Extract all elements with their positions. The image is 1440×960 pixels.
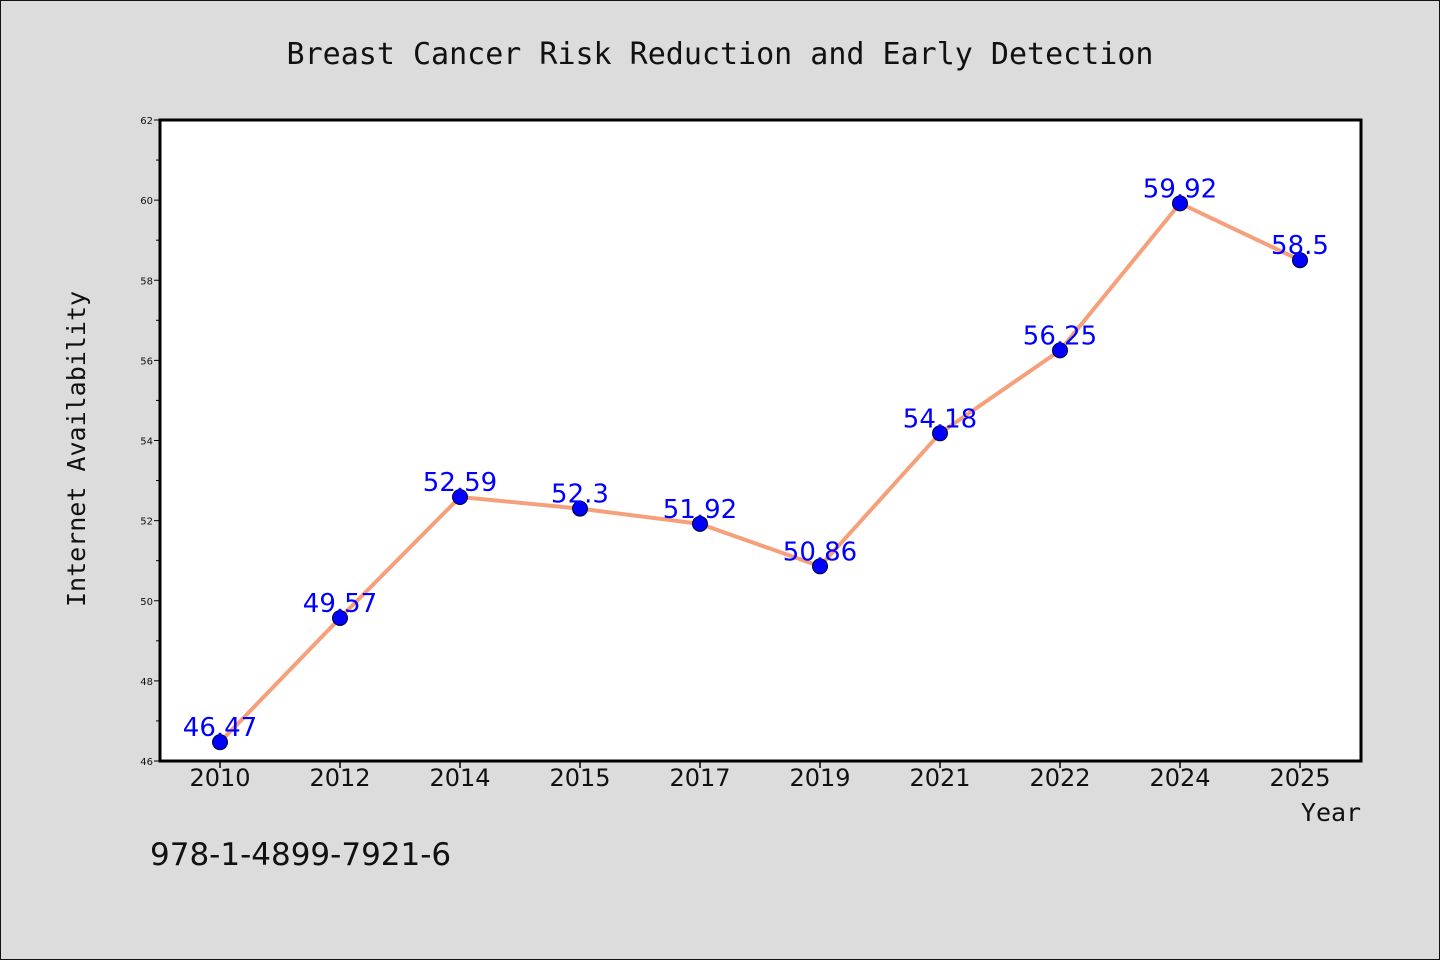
data-point [1052,342,1068,359]
data-label: 54.18 [903,404,977,434]
x-tick-label: 2021 [909,764,970,792]
data-label: 58.5 [1271,231,1329,261]
plot-area [158,118,1363,763]
data-label: 51.92 [663,495,737,525]
x-tick-label: 2010 [189,764,250,792]
isbn-footnote: 978-1-4899-7921-6 [150,837,451,873]
data-point [1172,195,1188,212]
data-label: 59.92 [1143,174,1217,204]
chart-title: Breast Cancer Risk Reduction and Early D… [287,37,1154,72]
data-labels: 46.47 49.57 52.59 52.3 51.92 50.86 54.18 56.25 5… [183,174,1329,743]
data-label: 52.59 [423,468,497,498]
x-tick-label: 2017 [669,764,730,792]
x-tick-label: 2012 [309,764,370,792]
y-tick-label: 48 [140,677,153,688]
data-point [932,425,948,442]
data-point [812,558,828,575]
data-label: 52.3 [551,480,609,510]
series-line [218,201,1301,744]
data-point [692,515,708,532]
x-tick-label: 2024 [1149,764,1210,792]
data-point [332,609,348,626]
x-tick-label: 2022 [1029,764,1090,792]
x-tick-label: 2014 [429,764,490,792]
y-tick-label: 60 [140,196,153,207]
y-tick-label: 58 [140,276,153,287]
y-tick-label: 62 [140,116,153,127]
y-tick-label: 50 [140,597,153,608]
y-axis-label: Internet Availability [62,291,91,607]
y-axis: 46 48 50 52 54 56 58 60 62 [140,116,160,768]
data-label: 56.25 [1023,321,1097,351]
data-markers [212,195,1308,751]
data-point [452,488,468,505]
y-tick-label: 46 [140,757,153,768]
data-point [572,500,588,517]
x-tick-label: 2019 [789,764,850,792]
y-tick-label: 56 [140,356,153,367]
y-tick-label: 52 [140,517,153,528]
data-label: 50.86 [783,537,857,567]
y-tick-label: 54 [140,437,153,448]
x-axis-label: Year [1301,798,1361,827]
x-axis: 2010 2012 2014 2015 2017 2019 2021 2022 2024 2025 [189,761,1331,792]
data-point [1292,252,1308,269]
x-tick-label: 2025 [1269,764,1330,792]
data-point [212,734,228,751]
x-tick-label: 2015 [549,764,610,792]
data-label: 46.47 [183,713,257,743]
data-label: 49.57 [303,589,377,619]
